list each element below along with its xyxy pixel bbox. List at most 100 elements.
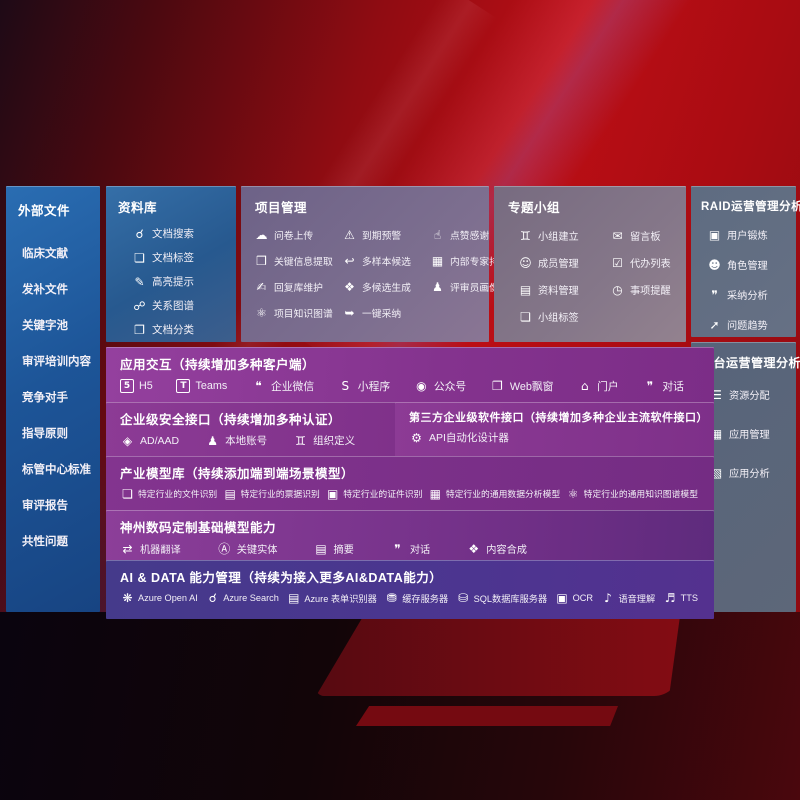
panel-title: 神州数码定制基础模型能力 [120, 521, 277, 535]
openai-icon: ❋ [122, 591, 133, 605]
highlighter-icon: ✎ [134, 274, 145, 289]
service-item: ☌ Azure Search [205, 592, 279, 604]
feature-item: ✎ 高亮提示 [132, 274, 236, 289]
panel-title: 平台运营管理分析 [701, 356, 800, 370]
auth-item: ♟ 本地账号 [205, 433, 267, 448]
panel-external-files: 外部文件 临床文献 发补文件 关键字池 审评培训内容 竞争对手 [6, 186, 100, 612]
material-manage-icon: ▤ [519, 282, 532, 297]
feature-item: ◷ 事项提醒 [610, 282, 686, 298]
ai-data-list: ❋ Azure Open AI ☌ Azure Search ▤ Azure 表… [120, 591, 700, 605]
service-item: ▣ OCR [555, 592, 593, 604]
content-synthesis-icon: ❖ [468, 541, 480, 556]
sql-server-icon: ⛁ [458, 591, 469, 605]
ad-aad-icon: ◈ [122, 433, 133, 448]
item-label: 语音理解 [618, 594, 656, 604]
third-party-list: ⚙ API自动化设计器 [409, 430, 700, 445]
client-item: ⌂ 门户 [577, 378, 619, 394]
custom-models-list: ⇄ 机器翻译 Ⓐ 关键实体 ▤ 摘要 ❞ 对话 ❖ 内容合成 [120, 541, 700, 557]
industry-models-list: ❏ 特定行业的文件识别 ▤ 特定行业的票据识别 ▣ 特定行业的证件识别 ▦ 特定… [120, 487, 700, 500]
external-file-item: 发补文件 [22, 281, 100, 297]
item-label: SQL数据库服务器 [473, 594, 548, 604]
official-account-icon: ◉ [416, 379, 427, 393]
client-item: ❝ 企业微信 [251, 378, 314, 394]
item-label: 缓存服务器 [402, 594, 449, 604]
doc-classify-icon: ❐ [134, 322, 145, 337]
item-label: API自动化设计器 [429, 432, 509, 444]
feature-item: ☻ 角色管理 [707, 257, 796, 273]
reminder-bell-icon: ◷ [612, 282, 623, 297]
item-label: 点赞感谢 [450, 231, 490, 242]
service-item: ♬ TTS [663, 592, 698, 604]
item-label: 审评报告 [22, 500, 68, 512]
feature-item: ▣ 用户锻炼 [707, 227, 796, 243]
panel-industry-models: 产业模型库（持续添加端到端场景模型） ❏ 特定行业的文件识别 ▤ 特定行业的票据… [106, 456, 714, 513]
model-item: ❏ 特定行业的文件识别 [120, 487, 217, 500]
multi-generate-icon: ❖ [344, 280, 355, 294]
item-label: 高亮提示 [152, 276, 194, 288]
todo-list-icon: ☑ [612, 255, 623, 270]
model-item: ⚛ 特定行业的通用知识图谱模型 [566, 487, 698, 500]
item-label: 多候选生成 [362, 283, 411, 294]
item-label: 小组建立 [538, 232, 579, 243]
service-item: ⛁ SQL数据库服务器 [456, 591, 548, 605]
topic-groups-list: ♊ 小组建立 ✉ 留言板 ☺ 成员管理 ☑ 代办列表 ▤ 资料管理 ◷ 事项提醒 [494, 228, 686, 325]
web-popup-icon: ❐ [491, 379, 503, 393]
feature-item: ☰ 资源分配 [709, 387, 796, 403]
item-label: OCR [572, 593, 593, 603]
external-file-item: 关键字池 [22, 317, 100, 333]
app-analysis-icon: ▧ [710, 465, 723, 480]
api-item: ⚙ API自动化设计器 [409, 430, 509, 445]
feature-item: ❏ 小组标签 [518, 309, 610, 325]
external-file-item: 共性问题 [22, 533, 100, 549]
item-label: 共性问题 [22, 536, 68, 548]
role-manage-icon: ☻ [708, 257, 721, 272]
panel-title: 资料库 [118, 201, 158, 215]
item-label: 一键采纳 [362, 309, 402, 320]
item-label: 应用分析 [729, 469, 770, 480]
feature-item: ✉ 留言板 [610, 228, 686, 244]
item-label: Web飘窗 [509, 381, 554, 393]
panel-title: 企业级安全接口（持续增加多种认证） [120, 413, 342, 427]
item-label: 发补文件 [22, 284, 68, 296]
file-recognition-icon: ❏ [122, 486, 133, 501]
item-label: 内容合成 [486, 545, 527, 556]
cloud-upload-icon: ☁ [255, 228, 268, 242]
azure-search-icon: ☌ [208, 591, 217, 605]
expert-ranking-icon: ▦ [431, 254, 444, 268]
portal-icon: ⌂ [580, 379, 589, 393]
item-label: 关键字池 [22, 320, 68, 332]
alarm-icon: ⚠ [344, 228, 355, 242]
panel-title: 产业模型库（持续添加端到端场景模型） [120, 467, 355, 481]
panel-raid-analysis: RAID运营管理分析 ▣ 用户锻炼 ☻ 角色管理 ❞ 采纳分析 ➚ 问题趋势 [691, 186, 800, 337]
doc-tag-icon: ❏ [134, 250, 145, 265]
panel-project-management: 项目管理 ☁ 问卷上传 ⚠ 到期预警 ☝ 点赞感谢 ❒ 关键信息提取 ↩ 多样本… [241, 186, 509, 342]
reviewer-profile-icon: ♟ [432, 280, 443, 294]
relation-graph-icon: ☍ [133, 298, 146, 313]
auth-item: ♊ 组织定义 [293, 433, 355, 448]
platform-analysis-list: ☰ 资源分配 ▦ 应用管理 ▧ 应用分析 [691, 387, 796, 481]
security-interface-list: ◈ AD/AAD ♟ 本地账号 ♊ 组织定义 [120, 433, 404, 448]
service-item: ⛃ 缓存服务器 [384, 591, 448, 605]
external-file-item: 指导原则 [22, 425, 100, 441]
capability-item: ⇄ 机器翻译 [120, 541, 180, 557]
panel-title: AI & DATA 能力管理（持续为接入更多AI&DATA能力） [120, 571, 443, 585]
item-label: 关系图谱 [152, 300, 194, 312]
client-item: ❐ Web飘窗 [490, 378, 554, 394]
raid-analysis-list: ▣ 用户锻炼 ☻ 角色管理 ❞ 采纳分析 ➚ 问题趋势 [691, 227, 796, 333]
feature-item: ▤ 资料管理 [518, 282, 610, 298]
trend-chart-icon: ➚ [709, 317, 720, 332]
item-label: 特定行业的通用数据分析模型 [445, 489, 561, 499]
item-label: 对话 [662, 381, 684, 393]
item-label: 公众号 [433, 381, 467, 393]
capability-item: ▤ 摘要 [314, 541, 354, 557]
panel-ai-data-management: AI & DATA 能力管理（持续为接入更多AI&DATA能力） ❋ Azure… [106, 560, 714, 619]
feature-item: ☌ 文档搜索 [132, 226, 236, 241]
cache-server-icon: ⛃ [386, 591, 397, 605]
feature-item: ♟ 评审员画像 [430, 280, 509, 294]
item-label: 资源分配 [729, 391, 770, 402]
info-extract-icon: ❒ [256, 254, 267, 268]
item-label: 评审员画像 [450, 283, 499, 294]
item-label: 留言板 [630, 232, 661, 243]
feature-item: ☑ 代办列表 [610, 255, 686, 271]
